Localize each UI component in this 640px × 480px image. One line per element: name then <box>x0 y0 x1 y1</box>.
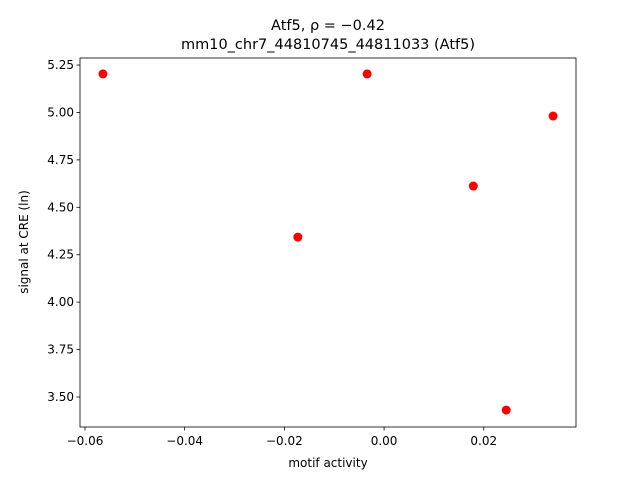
point <box>98 69 108 79</box>
y-tick-label: 5.00 <box>47 105 74 119</box>
x-tick-label: −0.04 <box>166 434 203 448</box>
x-tick-label: 0.02 <box>470 434 497 448</box>
point <box>362 69 372 79</box>
y-tick-label: 4.00 <box>47 295 74 309</box>
x-axis-label: motif activity <box>288 456 367 470</box>
x-tick-label: −0.06 <box>67 434 104 448</box>
y-tick-label: 4.25 <box>47 248 74 262</box>
point <box>468 181 478 191</box>
y-tick-label: 3.50 <box>47 390 74 404</box>
point <box>293 232 303 242</box>
y-tick-label: 4.75 <box>47 153 74 167</box>
plot-frame <box>79 57 577 428</box>
chart-subtitle: mm10_chr7_44810745_44811033 (Atf5) <box>181 37 475 53</box>
point <box>548 111 558 121</box>
y-tick-label: 5.25 <box>47 58 74 72</box>
point <box>501 405 511 415</box>
y-axis-label: signal at CRE (ln) <box>17 190 31 294</box>
x-tick-label: −0.02 <box>266 434 303 448</box>
y-tick-label: 3.75 <box>47 343 74 357</box>
y-tick-label: 4.50 <box>47 200 74 214</box>
x-tick-label: 0.00 <box>371 434 398 448</box>
chart-title: Atf5, ρ = −0.42 <box>271 18 385 34</box>
